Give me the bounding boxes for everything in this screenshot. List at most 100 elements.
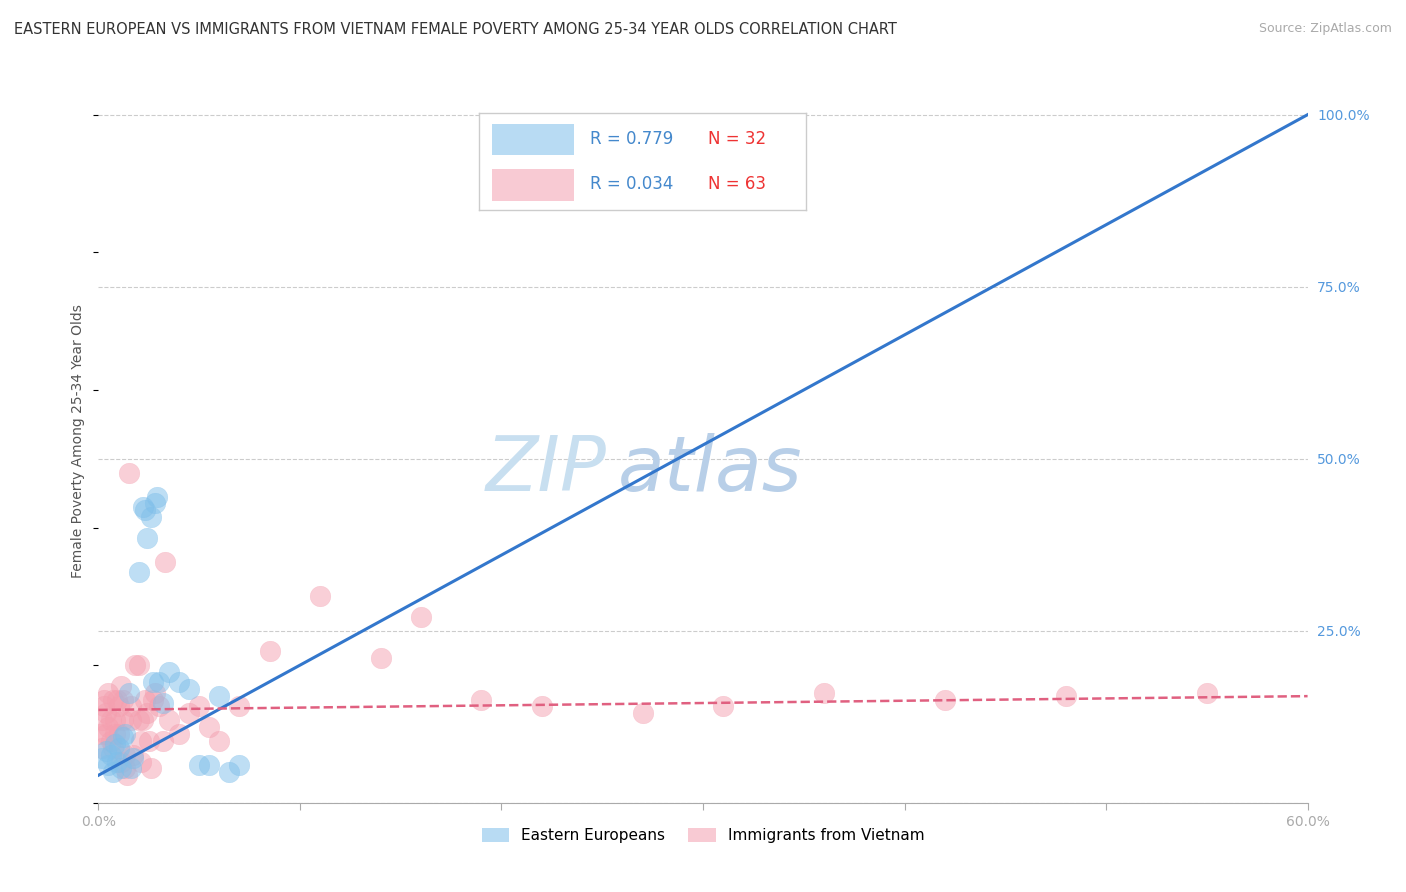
- Point: [934, 692, 956, 706]
- Point: [121, 751, 143, 765]
- Point: [167, 675, 190, 690]
- Point: [135, 706, 157, 721]
- Point: [134, 692, 156, 706]
- Point: [120, 699, 142, 714]
- Point: [409, 610, 432, 624]
- Point: [105, 692, 128, 706]
- Point: [115, 768, 138, 782]
- Text: atlas: atlas: [619, 434, 803, 508]
- Point: [631, 706, 654, 721]
- Point: [179, 682, 201, 697]
- Point: [111, 713, 134, 727]
- Point: [470, 692, 492, 706]
- Point: [198, 758, 221, 772]
- Point: [97, 720, 120, 734]
- Point: [143, 496, 166, 510]
- Point: [152, 734, 174, 748]
- Point: [91, 751, 114, 765]
- Point: [107, 727, 129, 741]
- Point: [91, 713, 114, 727]
- Point: [100, 713, 122, 727]
- Point: [711, 699, 734, 714]
- Text: Source: ZipAtlas.com: Source: ZipAtlas.com: [1258, 22, 1392, 36]
- Point: [813, 686, 835, 700]
- Point: [96, 744, 118, 758]
- Text: ZIP: ZIP: [485, 434, 606, 508]
- Point: [142, 675, 165, 690]
- Point: [218, 764, 240, 779]
- Point: [143, 686, 166, 700]
- Text: EASTERN EUROPEAN VS IMMIGRANTS FROM VIETNAM FEMALE POVERTY AMONG 25-34 YEAR OLDS: EASTERN EUROPEAN VS IMMIGRANTS FROM VIET…: [14, 22, 897, 37]
- Point: [103, 727, 125, 741]
- Point: [138, 734, 160, 748]
- Point: [530, 699, 553, 714]
- Point: [188, 758, 211, 772]
- Point: [101, 740, 124, 755]
- Point: [148, 699, 170, 714]
- Point: [128, 566, 150, 580]
- Point: [132, 500, 155, 514]
- Point: [110, 755, 132, 769]
- Point: [120, 761, 142, 775]
- Point: [135, 531, 157, 545]
- Point: [139, 510, 162, 524]
- Point: [97, 686, 120, 700]
- Point: [146, 490, 169, 504]
- Point: [152, 696, 174, 710]
- Point: [1054, 689, 1077, 703]
- Point: [198, 720, 221, 734]
- Point: [228, 758, 250, 772]
- Point: [129, 734, 152, 748]
- Point: [157, 713, 180, 727]
- Point: [89, 727, 111, 741]
- Point: [228, 699, 250, 714]
- Point: [93, 692, 115, 706]
- Point: [100, 734, 122, 748]
- Point: [208, 689, 231, 703]
- Point: [1195, 686, 1218, 700]
- Point: [120, 713, 142, 727]
- Point: [107, 740, 129, 755]
- Point: [100, 747, 122, 762]
- Point: [101, 692, 124, 706]
- Point: [101, 764, 124, 779]
- Point: [309, 590, 332, 604]
- Point: [129, 755, 152, 769]
- Point: [370, 651, 392, 665]
- Point: [110, 761, 132, 775]
- Point: [111, 731, 134, 745]
- Y-axis label: Female Poverty Among 25-34 Year Olds: Female Poverty Among 25-34 Year Olds: [72, 304, 86, 579]
- Point: [188, 699, 211, 714]
- Point: [121, 747, 143, 762]
- Point: [96, 706, 118, 721]
- Point: [259, 644, 281, 658]
- Point: [107, 699, 129, 714]
- Point: [148, 675, 170, 690]
- Point: [124, 658, 146, 673]
- Point: [114, 747, 136, 762]
- Point: [93, 699, 115, 714]
- Point: [142, 692, 165, 706]
- Point: [139, 761, 162, 775]
- Point: [97, 758, 120, 772]
- Point: [118, 686, 141, 700]
- Point: [157, 665, 180, 679]
- Point: [111, 692, 134, 706]
- Point: [114, 727, 136, 741]
- Point: [118, 466, 141, 480]
- Point: [128, 658, 150, 673]
- Point: [114, 761, 136, 775]
- Point: [179, 706, 201, 721]
- Point: [208, 734, 231, 748]
- Point: [91, 740, 114, 755]
- Point: [153, 555, 176, 569]
- Point: [105, 755, 128, 769]
- Point: [128, 713, 150, 727]
- Point: [167, 727, 190, 741]
- Point: [103, 737, 125, 751]
- Legend: Eastern Europeans, Immigrants from Vietnam: Eastern Europeans, Immigrants from Vietn…: [475, 822, 931, 849]
- Point: [103, 713, 125, 727]
- Point: [110, 679, 132, 693]
- Point: [134, 503, 156, 517]
- Point: [96, 727, 118, 741]
